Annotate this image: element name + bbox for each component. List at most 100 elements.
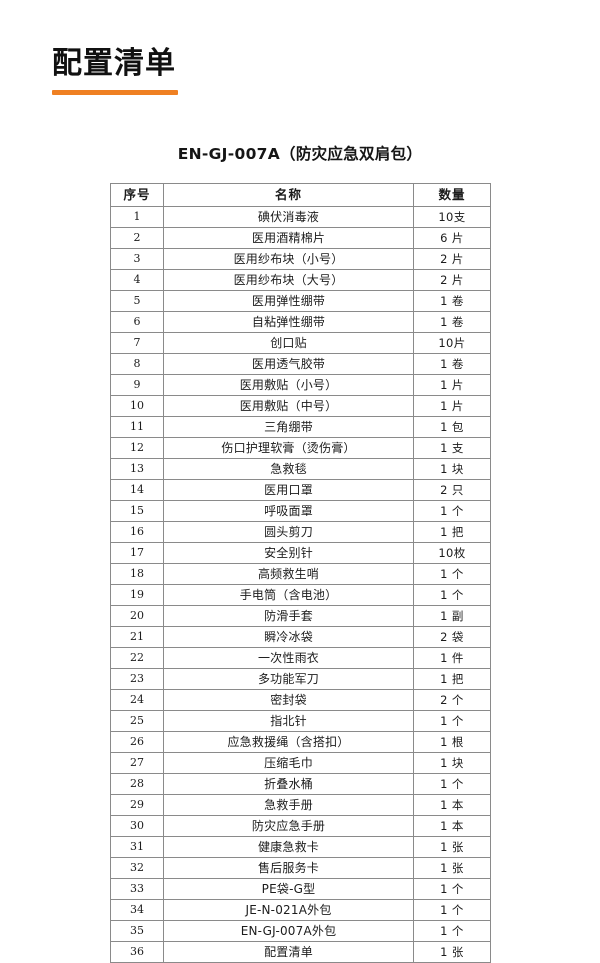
cell-quantity: 1 本 xyxy=(413,815,491,837)
cell-quantity: 1 把 xyxy=(413,521,491,543)
cell-quantity: 1 个 xyxy=(413,878,491,900)
cell-quantity: 2 袋 xyxy=(413,626,491,648)
cell-quantity: 1 个 xyxy=(413,710,491,732)
cell-quantity: 1 件 xyxy=(413,647,491,669)
cell-quantity: 1 个 xyxy=(413,899,491,921)
cell-name: 呼吸面罩 xyxy=(163,500,414,522)
cell-index: 1 xyxy=(110,206,164,228)
cell-name: 健康急救卡 xyxy=(163,836,414,858)
cell-index: 6 xyxy=(110,311,164,333)
cell-quantity: 1 本 xyxy=(413,794,491,816)
table-row: 16 圆头剪刀 1 把 xyxy=(110,521,491,543)
cell-index: 29 xyxy=(110,794,164,816)
cell-name: 安全别针 xyxy=(163,542,414,564)
cell-quantity: 1 片 xyxy=(413,374,491,396)
config-table: 序号 名称 数量 1 碘伏消毒液 10支 2 医用酒精棉片 6 片 3 医用纱布块（小号） 2 … xyxy=(110,183,491,963)
cell-index: 4 xyxy=(110,269,164,291)
cell-index: 8 xyxy=(110,353,164,375)
cell-index: 26 xyxy=(110,731,164,753)
cell-name: 医用纱布块（小号） xyxy=(163,248,414,270)
cell-quantity: 1 个 xyxy=(413,920,491,942)
cell-name: 急救手册 xyxy=(163,794,414,816)
cell-quantity: 1 片 xyxy=(413,395,491,417)
title-block: 配置清单 xyxy=(52,45,452,95)
table-row: 6 自粘弹性绷带 1 卷 xyxy=(110,311,491,333)
table-row: 27 压缩毛巾 1 块 xyxy=(110,752,491,774)
table-row: 21 瞬冷冰袋 2 袋 xyxy=(110,626,491,648)
table-row: 15 呼吸面罩 1 个 xyxy=(110,500,491,522)
cell-index: 10 xyxy=(110,395,164,417)
cell-quantity: 2 片 xyxy=(413,269,491,291)
table-body: 1 碘伏消毒液 10支 2 医用酒精棉片 6 片 3 医用纱布块（小号） 2 片 4 医用纱布块（大… xyxy=(110,206,491,963)
cell-index: 14 xyxy=(110,479,164,501)
cell-name: 医用透气胶带 xyxy=(163,353,414,375)
table-row: 4 医用纱布块（大号） 2 片 xyxy=(110,269,491,291)
cell-name: 伤口护理软膏（烫伤膏） xyxy=(163,437,414,459)
cell-name: 医用弹性绷带 xyxy=(163,290,414,312)
cell-name: 急救毯 xyxy=(163,458,414,480)
cell-quantity: 2 片 xyxy=(413,248,491,270)
product-subtitle: EN-GJ-007A（防灾应急双肩包） xyxy=(177,145,423,163)
title-accent-rule xyxy=(52,89,178,95)
cell-name: PE袋-G型 xyxy=(163,878,414,900)
cell-name: 防灾应急手册 xyxy=(163,815,414,837)
table-row: 14 医用口罩 2 只 xyxy=(110,479,491,501)
cell-index: 27 xyxy=(110,752,164,774)
table-row: 25 指北针 1 个 xyxy=(110,710,491,732)
table-row: 18 高频救生哨 1 个 xyxy=(110,563,491,585)
cell-name: EN-GJ-007A外包 xyxy=(163,920,414,942)
cell-index: 33 xyxy=(110,878,164,900)
cell-index: 9 xyxy=(110,374,164,396)
cell-index: 19 xyxy=(110,584,164,606)
column-header-quantity: 数量 xyxy=(413,183,491,207)
table-row: 19 手电筒（含电池） 1 个 xyxy=(110,584,491,606)
table-header: 序号 名称 数量 xyxy=(110,183,491,207)
cell-name: 指北针 xyxy=(163,710,414,732)
table-row: 2 医用酒精棉片 6 片 xyxy=(110,227,491,249)
cell-index: 25 xyxy=(110,710,164,732)
cell-name: 碘伏消毒液 xyxy=(163,206,414,228)
cell-name: 医用敷贴（小号） xyxy=(163,374,414,396)
cell-index: 17 xyxy=(110,542,164,564)
table-row: 9 医用敷贴（小号） 1 片 xyxy=(110,374,491,396)
cell-index: 3 xyxy=(110,248,164,270)
cell-index: 22 xyxy=(110,647,164,669)
cell-name: 压缩毛巾 xyxy=(163,752,414,774)
cell-quantity: 1 张 xyxy=(413,941,491,963)
cell-name: 医用敷贴（中号） xyxy=(163,395,414,417)
table-row: 30 防灾应急手册 1 本 xyxy=(110,815,491,837)
cell-quantity: 1 卷 xyxy=(413,290,491,312)
cell-index: 30 xyxy=(110,815,164,837)
cell-quantity: 1 个 xyxy=(413,584,491,606)
cell-index: 34 xyxy=(110,899,164,921)
cell-quantity: 1 根 xyxy=(413,731,491,753)
cell-index: 32 xyxy=(110,857,164,879)
cell-name: 瞬冷冰袋 xyxy=(163,626,414,648)
cell-name: 高频救生哨 xyxy=(163,563,414,585)
cell-name: 一次性雨衣 xyxy=(163,647,414,669)
table-header-row: 序号 名称 数量 xyxy=(110,183,491,207)
cell-quantity: 10片 xyxy=(413,332,491,354)
cell-index: 28 xyxy=(110,773,164,795)
cell-index: 35 xyxy=(110,920,164,942)
cell-index: 20 xyxy=(110,605,164,627)
cell-name: 医用口罩 xyxy=(163,479,414,501)
cell-quantity: 1 张 xyxy=(413,857,491,879)
cell-quantity: 1 包 xyxy=(413,416,491,438)
table-row: 26 应急救援绳（含搭扣） 1 根 xyxy=(110,731,491,753)
table-row: 31 健康急救卡 1 张 xyxy=(110,836,491,858)
table-row: 17 安全别针 10枚 xyxy=(110,542,491,564)
cell-quantity: 1 张 xyxy=(413,836,491,858)
cell-index: 21 xyxy=(110,626,164,648)
cell-index: 11 xyxy=(110,416,164,438)
table-row: 12 伤口护理软膏（烫伤膏） 1 支 xyxy=(110,437,491,459)
cell-name: 多功能军刀 xyxy=(163,668,414,690)
page-title: 配置清单 xyxy=(52,46,176,81)
cell-name: 圆头剪刀 xyxy=(163,521,414,543)
cell-quantity: 1 个 xyxy=(413,500,491,522)
cell-name: 折叠水桶 xyxy=(163,773,414,795)
table-row: 22 一次性雨衣 1 件 xyxy=(110,647,491,669)
cell-index: 7 xyxy=(110,332,164,354)
table-row: 29 急救手册 1 本 xyxy=(110,794,491,816)
